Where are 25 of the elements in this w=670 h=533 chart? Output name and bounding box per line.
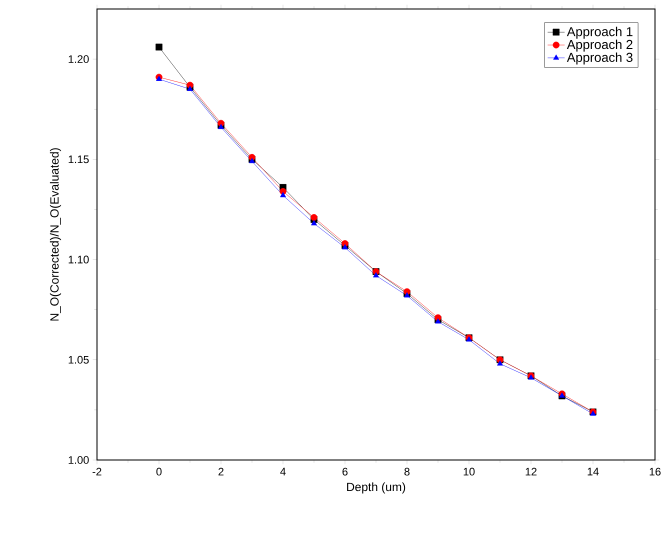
x-tick-label: 4 — [280, 468, 286, 476]
x-tick-label: 8 — [404, 468, 410, 476]
y-tick-label: 1.15 — [68, 156, 89, 164]
x-tick-label: 6 — [342, 468, 348, 476]
legend-label: Approach 2 — [566, 40, 632, 52]
x-axis-title: Depth (um) — [347, 482, 406, 494]
point — [311, 220, 317, 226]
y-tick-label: 1.10 — [68, 256, 89, 264]
point — [156, 44, 162, 50]
x-tick-label: -2 — [92, 468, 102, 476]
y-axis-title: N_O(Corrected)/N_O(Evaluated) — [50, 148, 62, 321]
legend-label: Approach 1 — [566, 26, 632, 39]
y-tick-label: 1.20 — [68, 55, 89, 63]
point — [373, 272, 379, 278]
x-tick-label: 14 — [588, 468, 599, 476]
x-tick-label: 0 — [156, 468, 162, 476]
y-tick-label: 1.00 — [68, 456, 89, 464]
x-tick-label: 12 — [526, 468, 537, 476]
legend-label: Approach 3 — [566, 52, 632, 65]
y-tick-label: 1.05 — [68, 356, 89, 364]
x-tick-label: 2 — [218, 468, 224, 476]
point — [497, 360, 503, 366]
point — [280, 192, 286, 198]
x-tick-label: 10 — [464, 468, 475, 476]
x-tick-label: 16 — [650, 468, 661, 476]
